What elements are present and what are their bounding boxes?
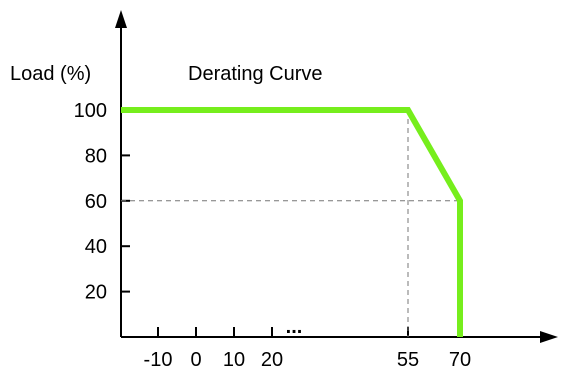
x-axis-arrow (540, 331, 558, 343)
x-tick-label-10: 10 (223, 349, 245, 371)
x-tick-label-0: 0 (190, 349, 201, 371)
curve-layer (121, 110, 460, 337)
x-tick-label-70: 70 (449, 349, 471, 371)
x-tick-label--10: -10 (144, 349, 173, 371)
y-axis-label: Load (%) (10, 63, 91, 85)
y-tick-label-80: 80 (85, 145, 107, 167)
y-tick-label-100: 100 (74, 100, 107, 122)
x-axis-ellipsis: ... (286, 316, 303, 338)
y-tick-label-20: 20 (85, 282, 107, 304)
axes (115, 10, 558, 343)
derating-curve-line (121, 110, 460, 337)
y-axis-arrow (115, 10, 127, 28)
x-tick-label-20: 20 (261, 349, 283, 371)
y-tick-label-60: 60 (85, 191, 107, 213)
reference-lines (121, 110, 460, 337)
chart-title: Derating Curve (188, 63, 323, 85)
x-tick-label-55: 55 (397, 349, 419, 371)
y-tick-label-40: 40 (85, 236, 107, 258)
